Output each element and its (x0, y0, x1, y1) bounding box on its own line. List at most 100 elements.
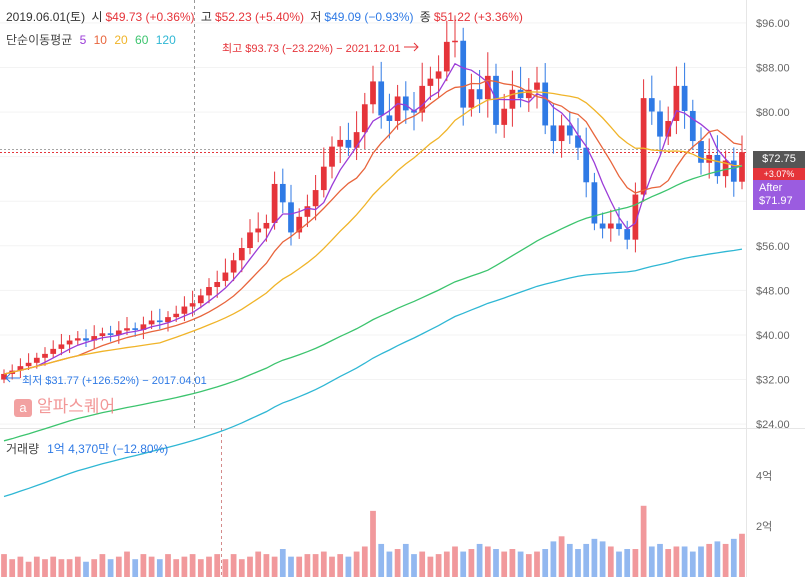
volume-bar (230, 554, 237, 577)
low-value: $49.09 (−0.93%) (324, 10, 414, 24)
volume-bar (443, 551, 450, 577)
price-tick-label: $88.00 (756, 62, 790, 74)
candle-body (230, 260, 237, 273)
ma-legend[interactable]: 단순이동평균 5 10 20 60 120 (6, 31, 180, 48)
candle-body (99, 333, 106, 337)
candle-body (107, 333, 114, 335)
ma-5-line (3, 62, 743, 375)
candle-body (583, 147, 590, 183)
candle-body (624, 229, 631, 240)
candle-body (271, 183, 278, 223)
volume-bar (353, 551, 360, 577)
candle-body (238, 248, 245, 261)
candle-body (173, 313, 180, 318)
ma-120-label[interactable]: 120 (155, 33, 176, 47)
candle-body (714, 154, 721, 177)
volume-bar (214, 554, 221, 577)
volume-value: 1억 4,370만 (−12.80%) (47, 442, 169, 456)
volume-bar (50, 556, 57, 577)
volume-bar (673, 546, 680, 577)
candle-body (74, 338, 81, 341)
after-hours-label: After (759, 182, 783, 194)
volume-bar (66, 559, 73, 577)
candle-body (33, 357, 40, 363)
candle-body (320, 166, 327, 191)
header-date: 2019.06.01(토) (6, 10, 86, 24)
volume-bar (42, 559, 48, 577)
candle-body (739, 152, 745, 182)
low-annotation: 최저 $31.77 (+126.52%) − 2017.04.01 (22, 375, 207, 387)
candle-body (730, 160, 737, 182)
volume-tick-label: 2억 (756, 520, 772, 533)
candle-body (599, 223, 606, 229)
candle-body (165, 317, 171, 323)
ma-10-label[interactable]: 10 (93, 33, 107, 47)
current-change-tag: +3.07% (753, 168, 805, 180)
volume-bar (419, 551, 426, 577)
volume-bar (648, 546, 655, 577)
candle-body (132, 328, 139, 330)
candle-body (288, 202, 294, 233)
candle-body (206, 287, 212, 296)
price-tick-label: $40.00 (756, 330, 790, 342)
volume-bar (271, 556, 278, 577)
candle-body (91, 336, 98, 341)
candle-body (83, 338, 89, 341)
volume-bar (501, 551, 508, 577)
candle-body (698, 141, 704, 163)
candle-body (501, 108, 508, 125)
candle-body (17, 366, 24, 371)
candle-body (25, 362, 32, 367)
candle-body (140, 324, 147, 330)
volume-bar (534, 551, 540, 577)
candle-body (42, 353, 48, 358)
alphasquare-logo-icon: a (14, 398, 32, 417)
volume-bar (337, 554, 344, 577)
volume-bar (107, 559, 114, 577)
candle-body (361, 104, 368, 133)
volume-bar (484, 546, 491, 577)
volume-bar (632, 549, 639, 577)
candle-body (394, 96, 401, 121)
ma-5-label[interactable]: 5 (79, 33, 87, 47)
volume-bar (386, 551, 393, 577)
volume-bar (493, 549, 499, 577)
volume-bar (124, 551, 130, 577)
candle-body (419, 85, 426, 113)
candle-body (673, 85, 680, 121)
candle-body (329, 146, 335, 167)
volume-bar (320, 551, 327, 577)
candle-body (484, 75, 491, 100)
volume-bar (9, 559, 16, 577)
volume-bar (247, 556, 253, 577)
candle-body (632, 194, 639, 240)
current-change-value: +3.07% (763, 169, 795, 179)
after-hours-tag: After $71.97 (753, 180, 805, 210)
volume-bar (345, 556, 352, 577)
candle-body (566, 125, 573, 136)
volume-bar (689, 551, 696, 577)
candle-body (124, 328, 130, 331)
ma-20-label[interactable]: 20 (114, 33, 128, 47)
volume-bar (206, 556, 212, 577)
volume-bar (739, 533, 745, 577)
current-price-tag: $72.75 (753, 151, 805, 168)
candle-body (66, 340, 73, 345)
volume-header: 거래량 1억 4,370만 (−12.80%) (6, 440, 168, 457)
volume-bar (591, 538, 598, 577)
candle-body (476, 89, 483, 100)
candle-body (722, 160, 729, 177)
candle-body (558, 125, 565, 142)
volume-bar (263, 554, 270, 577)
price-tick-label: $56.00 (756, 241, 790, 253)
ma-60-label[interactable]: 60 (135, 33, 149, 47)
candle-body (534, 82, 540, 90)
volume-bar (681, 546, 688, 577)
volume-bar (312, 554, 319, 577)
candle-body (156, 320, 163, 323)
candle-body (591, 182, 598, 224)
high-value: $52.23 (+5.40%) (214, 10, 304, 24)
open-label: 시 (91, 10, 103, 24)
candle-body (460, 40, 467, 108)
